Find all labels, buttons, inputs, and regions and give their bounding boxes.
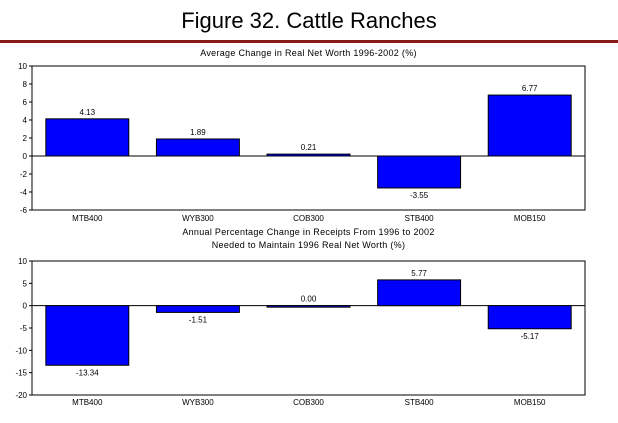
chart1-ytick-label: 6 (23, 98, 28, 107)
chart1-ytick-label: 10 (18, 62, 27, 71)
chart1-bar-mtb400 (45, 118, 130, 157)
chart1-ytick-label: 4 (23, 116, 28, 125)
chart2-ytick-label: -10 (15, 346, 27, 355)
chart1-ytick-label: 0 (23, 152, 28, 161)
page-title: Figure 32. Cattle Ranches (181, 8, 437, 33)
chart2-ytick-label: 10 (18, 257, 27, 266)
chart2-category-label-stb400: STB400 (405, 398, 434, 407)
chart1-title-line-1: Average Change in Real Net Worth 1996-20… (200, 48, 417, 58)
chart2-data-label-stb400: 5.77 (411, 269, 427, 278)
chart1-bar-stb400 (377, 155, 462, 189)
chart2-bar-mob150 (487, 305, 572, 330)
chart1-data-label-wyb300: 1.89 (190, 128, 206, 137)
chart1-data-label-mob150: 6.77 (522, 84, 538, 93)
chart1-ytick-label: -6 (20, 206, 28, 215)
chart1-bar-wyb300 (155, 138, 240, 157)
chart1-category-label-stb400: STB400 (405, 214, 434, 223)
chart1-bar-cob300 (266, 153, 351, 157)
chart1-ytick-label: 2 (23, 134, 28, 143)
chart2-title-line-1: Annual Percentage Change in Receipts Fro… (182, 227, 434, 237)
chart1-ytick-label: -4 (20, 188, 28, 197)
chart2-ytick-label: -15 (15, 369, 27, 378)
chart2-category-label-wyb300: WYB300 (182, 398, 214, 407)
chart2-bar-stb400 (377, 279, 462, 307)
chart1-category-label-wyb300: WYB300 (182, 214, 214, 223)
chart2-category-label-mob150: MOB150 (514, 398, 546, 407)
chart2-bar-cob300 (266, 305, 351, 308)
chart1-data-label-mtb400: 4.13 (80, 108, 96, 117)
chart2-title-line-2: Needed to Maintain 1996 Real Net Worth (… (212, 240, 406, 250)
chart2-data-label-mob150: -5.17 (521, 332, 540, 341)
chart2-data-label-cob300: 0.00 (301, 295, 317, 304)
chart1-category-label-cob300: COB300 (293, 214, 324, 223)
chart1-category-label-mtb400: MTB400 (72, 214, 103, 223)
chart2-ytick-label: 5 (23, 279, 28, 288)
chart2-data-label-mtb400: -13.34 (76, 368, 99, 377)
chart1-data-label-cob300: 0.21 (301, 143, 317, 152)
chart2-ytick-label: 0 (23, 302, 28, 311)
chart2-data-label-wyb300: -1.51 (189, 315, 208, 324)
chart1-ytick-label: 8 (23, 80, 28, 89)
chart2-bar-wyb300 (155, 305, 240, 313)
chart2-ytick-label: -20 (15, 391, 27, 400)
chart2-bar-mtb400 (45, 305, 130, 366)
chart1-data-label-stb400: -3.55 (410, 191, 429, 200)
chart1-ytick-label: -2 (20, 170, 28, 179)
chart1-category-label-mob150: MOB150 (514, 214, 546, 223)
chart2-ytick-label: -5 (20, 324, 28, 333)
title-rule (0, 40, 618, 43)
chart2-category-label-cob300: COB300 (293, 398, 324, 407)
chart1-bar-mob150 (487, 94, 572, 157)
chart2-category-label-mtb400: MTB400 (72, 398, 103, 407)
